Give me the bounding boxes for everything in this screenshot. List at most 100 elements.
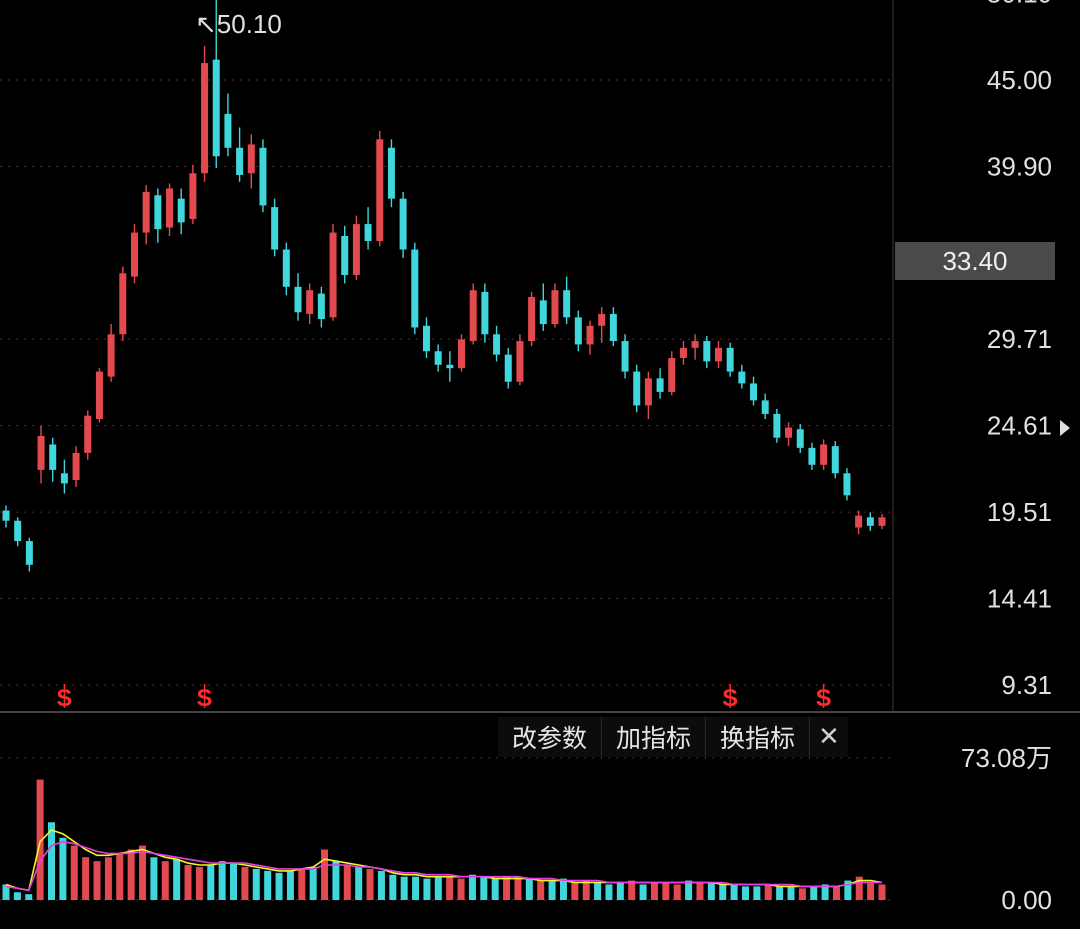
candle-body [679,347,687,359]
candle [201,46,209,182]
change-indicator-button[interactable]: 换指标 [705,717,810,757]
candle-body [95,371,103,420]
candle-body [831,446,839,474]
candle [142,185,150,245]
candle-body [271,207,279,250]
candle [189,164,197,225]
candle-body [236,147,244,175]
candle-body [504,354,512,382]
candle-body [49,444,57,470]
candle [329,224,337,321]
volume-bar [184,865,192,900]
volume-bar [241,866,249,900]
price-tick-label: 50.10 [987,0,1052,9]
candle-body [282,249,290,287]
volume-bar [366,868,374,900]
price-tick-label: 39.90 [987,151,1052,181]
volume-bar [832,886,840,900]
candle-body [563,290,571,318]
candle [878,513,886,530]
price-tick-label: 9.31 [1001,670,1052,700]
candle-body [306,290,314,314]
candle-body [714,347,722,362]
volume-bar [468,874,476,900]
candle-body [703,341,711,362]
candle-body [785,427,793,438]
candle [469,283,477,345]
volume-bar [36,779,44,900]
candle-body [247,144,255,174]
candle [376,130,384,247]
price-tick-label: 29.71 [987,324,1052,354]
edit-params-button[interactable]: 改参数 [498,717,602,757]
volume-bar [571,882,579,900]
volume-tick-label: 0.00 [1001,885,1052,915]
candle-body [726,347,734,372]
volume-bar [412,876,420,900]
candle [166,183,174,236]
candle-body [539,300,547,325]
volume-bar [127,849,135,900]
add-indicator-button[interactable]: 加指标 [601,717,706,757]
candle [49,437,57,482]
volume-bar [878,884,886,900]
candle [598,307,606,343]
volume-tick-label: 73.08万 [961,743,1052,773]
volume-bar [82,857,90,900]
volume-bars [2,779,886,900]
volume-bar [161,861,169,900]
candle-body [446,364,454,369]
volume-bar [116,853,124,900]
candle-body [130,232,138,277]
candle-body [294,286,302,313]
candle-body [329,232,337,318]
candle [714,341,722,369]
candle-body [411,249,419,328]
candle-body [866,517,874,526]
candle-body [586,325,594,345]
candle [130,224,138,284]
candle [25,537,33,572]
volume-bar [639,884,647,900]
candle [317,286,325,328]
close-icon[interactable]: ✕ [809,717,848,757]
candle [796,424,804,453]
volume-bar [616,882,624,900]
candle-body [387,147,395,199]
candle-body [2,510,10,521]
volume-bar [525,878,533,900]
volume-bar [821,884,829,900]
indicator-toolbar: 改参数 加指标 换指标 ✕ [498,717,848,757]
grid-lines [0,0,1080,713]
candle [609,307,617,347]
candle [820,439,828,470]
volume-bar [252,868,260,900]
candle-body [341,235,349,275]
max-price-annotation: ↖50.10 [195,9,282,39]
candle-body [621,341,629,372]
volume-bar [798,888,806,900]
volume-bar [855,876,863,900]
candle-body [878,517,886,526]
candle-body [656,378,664,392]
candle [528,291,536,347]
candlestick-series [2,0,886,572]
volume-bar [457,878,465,900]
volume-bar [844,880,852,900]
candle-body [633,371,641,406]
expand-arrow-icon[interactable] [1060,420,1070,436]
candle-body [609,313,617,342]
candle [364,207,372,250]
candle-body [352,224,360,275]
candle-body [25,541,33,565]
candle-body [750,383,758,401]
volume-bar [230,863,238,900]
candle-body [528,296,536,342]
candle-body [14,520,22,542]
volume-bar [446,876,454,900]
candle [107,324,115,382]
candle [177,188,185,235]
candle [586,320,594,355]
